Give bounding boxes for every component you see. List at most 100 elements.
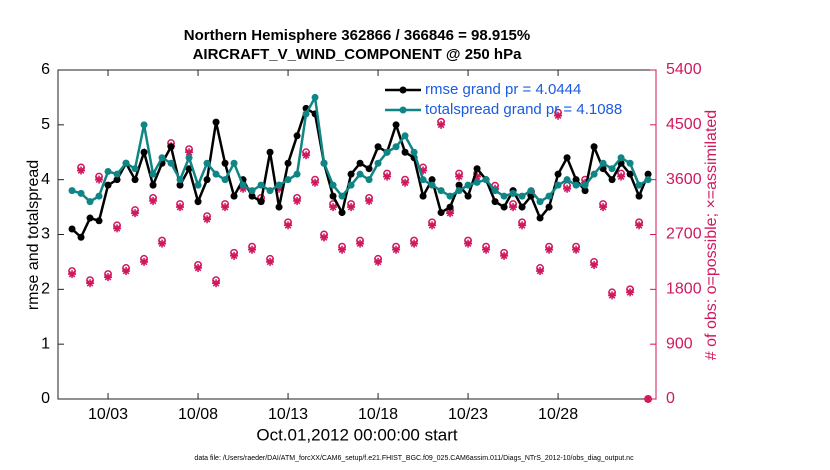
series-point (572, 176, 580, 184)
series-point (374, 159, 382, 167)
assimilated-obs (374, 257, 383, 266)
series-point (527, 187, 535, 195)
y-tick-label: 5 (41, 116, 50, 133)
series-point (374, 143, 382, 151)
series-point (266, 187, 274, 195)
series-point (221, 176, 229, 184)
assimilated-obs (293, 196, 302, 205)
series-point (77, 233, 85, 241)
series-point (401, 132, 409, 140)
assimilated-obs (536, 267, 545, 276)
series-point (509, 189, 517, 197)
series-point (95, 217, 103, 225)
assimilated-obs (311, 178, 320, 187)
series-point (446, 192, 454, 200)
series-point (500, 203, 508, 211)
footer: data file: /Users/raeder/DAI/ATM_forcXX/… (194, 455, 634, 462)
series-point (365, 176, 373, 184)
series-point (410, 148, 418, 156)
assimilated-obs (626, 288, 635, 297)
assimilated-obs (320, 233, 329, 242)
series-point (401, 148, 409, 156)
assimilated-obs (158, 239, 167, 248)
assimilated-obs (410, 239, 419, 248)
series-point (473, 165, 481, 173)
series-point (86, 214, 94, 222)
assimilated-obs (140, 257, 149, 266)
series-point (347, 181, 355, 189)
assimilated-obs (266, 257, 275, 266)
assimilated-obs (392, 245, 401, 254)
series-point (140, 148, 148, 156)
assimilated-obs (302, 151, 311, 160)
series-point (284, 159, 292, 167)
series-point (230, 192, 238, 200)
series-point (275, 181, 283, 189)
y2-axis-label: # of obs: o=possible; ×=assimilated (703, 110, 720, 360)
series-point (167, 143, 175, 151)
series-point (293, 170, 301, 178)
assimilated-obs (338, 245, 347, 254)
assimilated-obs (239, 184, 248, 193)
assimilated-obs (608, 291, 617, 300)
series-point (581, 181, 589, 189)
series-point (203, 176, 211, 184)
series-point (113, 176, 121, 184)
series-point (590, 143, 598, 151)
series-point (113, 170, 121, 178)
assimilated-obs (419, 166, 428, 175)
series-point (185, 154, 193, 162)
series-point (464, 181, 472, 189)
series-point (383, 148, 391, 156)
series-point (554, 181, 562, 189)
assimilated-obs (500, 251, 509, 260)
series-point (536, 214, 544, 222)
series-point (194, 198, 202, 206)
assimilated-obs (509, 203, 518, 212)
series-point (266, 148, 274, 156)
series-point (626, 159, 634, 167)
series-point (644, 176, 652, 184)
series-point (104, 167, 112, 175)
assimilated-obs (284, 221, 293, 230)
series-point (329, 192, 337, 200)
series-point (419, 192, 427, 200)
y2-tick-label: 900 (666, 335, 693, 352)
series-point (563, 154, 571, 162)
series-point (203, 159, 211, 167)
series-point (104, 181, 112, 189)
series-point (536, 198, 544, 206)
series-point (230, 159, 238, 167)
series-point (392, 143, 400, 151)
assimilated-obs (635, 221, 644, 230)
y-tick-label: 4 (41, 171, 50, 188)
series-point (617, 154, 625, 162)
series-point (392, 121, 400, 129)
assimilated-obs (212, 279, 221, 288)
series-point (86, 198, 94, 206)
x-tick-label: 10/08 (178, 406, 218, 423)
series-point (68, 187, 76, 195)
assimilated-obs (428, 221, 437, 230)
series-point (608, 176, 616, 184)
y2-tick-label: 2700 (666, 226, 702, 243)
series-point (221, 159, 229, 167)
y2-tick-label: 5400 (666, 61, 702, 78)
plot-area (57, 69, 657, 400)
assimilated-obs (185, 148, 194, 157)
series-point (590, 170, 598, 178)
y-tick-label: 1 (41, 335, 50, 352)
series-point (428, 176, 436, 184)
series-point (347, 170, 355, 178)
assimilated-obs (104, 273, 113, 282)
series-point (338, 192, 346, 200)
assimilated-obs (77, 166, 86, 175)
series-point (68, 225, 76, 233)
legend-label: rmse grand pr = 4.0444 (425, 81, 581, 98)
series-point (131, 165, 139, 173)
series-point (518, 192, 526, 200)
assimilated-obs (383, 172, 392, 181)
assimilated-obs (599, 203, 608, 212)
series-point (473, 178, 481, 186)
assimilated-obs (455, 172, 464, 181)
